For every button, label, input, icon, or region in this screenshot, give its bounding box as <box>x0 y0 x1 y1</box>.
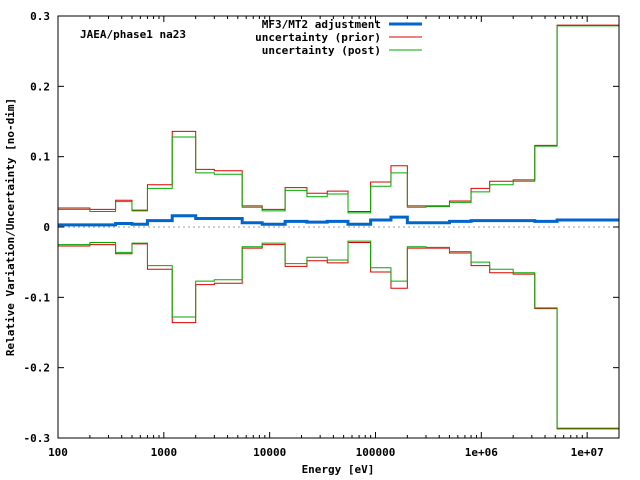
legend-label-uncertainty-post: uncertainty (post) <box>262 44 381 57</box>
y-tick-label: 0.2 <box>30 80 50 93</box>
series-layer <box>58 24 619 430</box>
x-axis-title: Energy [eV] <box>302 463 375 476</box>
y-tick-label: -0.1 <box>24 291 51 304</box>
x-tick-label: 1e+06 <box>465 446 498 459</box>
x-tick-label: 100 <box>48 446 68 459</box>
y-tick-label: 0 <box>43 221 50 234</box>
y-tick-label: -0.3 <box>24 432 51 445</box>
y-tick-label: 0.1 <box>30 151 50 164</box>
y-tick-label: 0.3 <box>30 10 50 23</box>
legend-label-mf3-mt2-adjustment: MF3/MT2 adjustment <box>262 18 381 31</box>
series-line-uncertainty-post-negative <box>58 240 619 429</box>
plot-frame <box>57 15 620 439</box>
series-line-mf3-mt2-adjustment <box>58 214 619 227</box>
legend-label-uncertainty-prior: uncertainty (prior) <box>255 31 381 44</box>
chart-annotation: JAEA/phase1 na23 <box>80 28 186 41</box>
x-tick-label: 1e+07 <box>571 446 604 459</box>
x-tick-label: 10000 <box>253 446 286 459</box>
y-axis-title: Relative Variation/Uncertainty [no-dim] <box>4 98 17 356</box>
series-line-uncertainty-post <box>58 25 619 214</box>
x-tick-label: 1000 <box>151 446 178 459</box>
x-tick-label: 100000 <box>356 446 396 459</box>
y-tick-label: -0.2 <box>24 362 51 375</box>
